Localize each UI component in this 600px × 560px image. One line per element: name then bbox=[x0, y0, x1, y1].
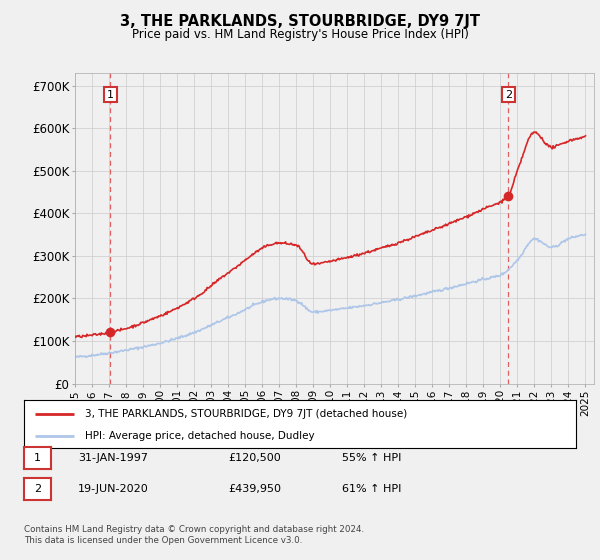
Text: 2: 2 bbox=[34, 484, 41, 494]
Text: 1: 1 bbox=[34, 453, 41, 463]
Text: 3, THE PARKLANDS, STOURBRIDGE, DY9 7JT (detached house): 3, THE PARKLANDS, STOURBRIDGE, DY9 7JT (… bbox=[85, 409, 407, 419]
Text: 1: 1 bbox=[107, 90, 114, 100]
Text: Contains HM Land Registry data © Crown copyright and database right 2024.
This d: Contains HM Land Registry data © Crown c… bbox=[24, 525, 364, 545]
Text: 19-JUN-2020: 19-JUN-2020 bbox=[78, 484, 149, 494]
Text: 31-JAN-1997: 31-JAN-1997 bbox=[78, 453, 148, 463]
Text: £439,950: £439,950 bbox=[228, 484, 281, 494]
Text: Price paid vs. HM Land Registry's House Price Index (HPI): Price paid vs. HM Land Registry's House … bbox=[131, 28, 469, 41]
Text: 3, THE PARKLANDS, STOURBRIDGE, DY9 7JT: 3, THE PARKLANDS, STOURBRIDGE, DY9 7JT bbox=[120, 14, 480, 29]
Text: 2: 2 bbox=[505, 90, 512, 100]
Text: £120,500: £120,500 bbox=[228, 453, 281, 463]
Text: 61% ↑ HPI: 61% ↑ HPI bbox=[342, 484, 401, 494]
Text: 55% ↑ HPI: 55% ↑ HPI bbox=[342, 453, 401, 463]
Text: HPI: Average price, detached house, Dudley: HPI: Average price, detached house, Dudl… bbox=[85, 431, 314, 441]
